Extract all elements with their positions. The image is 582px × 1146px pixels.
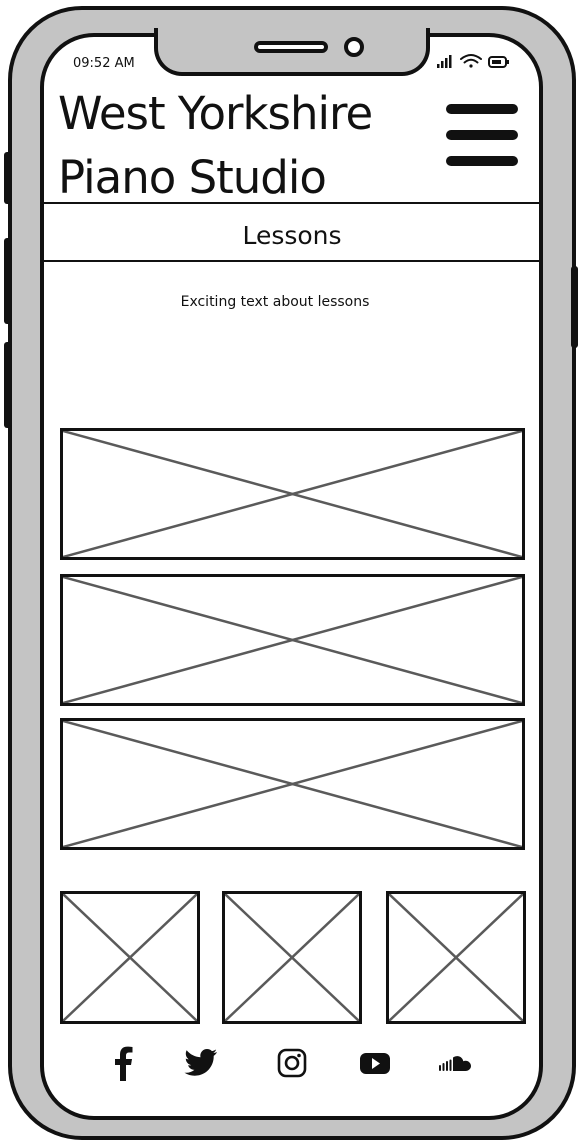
hamburger-bar — [446, 156, 518, 166]
thumbnail-placeholder — [60, 891, 200, 1024]
placeholder-cross — [389, 894, 523, 1021]
placeholder-cross — [225, 894, 359, 1021]
hamburger-menu-icon[interactable] — [444, 104, 520, 168]
thumbnail-placeholder — [222, 891, 362, 1024]
signal-icon — [437, 55, 452, 68]
camera-icon — [344, 37, 364, 57]
side-button-power — [571, 266, 578, 348]
status-icons — [437, 54, 509, 68]
header-divider — [42, 202, 542, 204]
side-button-silent — [4, 152, 11, 204]
thumbnail-placeholder — [386, 891, 526, 1024]
placeholder-cross — [63, 721, 522, 847]
hamburger-bar — [446, 130, 518, 140]
image-placeholder — [60, 718, 525, 850]
site-title[interactable]: West Yorkshire Piano Studio — [58, 87, 373, 204]
side-button-volume-down — [4, 342, 11, 428]
placeholder-cross — [63, 577, 522, 703]
placeholder-cross — [63, 431, 522, 557]
speaker-icon — [254, 41, 328, 53]
heading-divider — [42, 260, 542, 262]
side-button-volume-up — [4, 238, 11, 324]
instagram-icon[interactable] — [277, 1045, 307, 1081]
hamburger-bar — [446, 104, 518, 114]
wifi-icon — [460, 54, 482, 68]
soundcloud-icon[interactable] — [439, 1045, 473, 1081]
image-placeholder — [60, 574, 525, 706]
intro-text: Exciting text about lessons — [180, 294, 370, 310]
placeholder-cross — [63, 894, 197, 1021]
facebook-icon[interactable] — [110, 1045, 136, 1081]
page-heading: Lessons — [242, 221, 342, 250]
image-placeholder — [60, 428, 525, 560]
youtube-icon[interactable] — [359, 1045, 391, 1081]
twitter-icon[interactable] — [184, 1045, 218, 1081]
notch-cover — [158, 26, 426, 38]
battery-icon — [488, 56, 509, 68]
status-time: 09:52 AM — [73, 56, 135, 71]
